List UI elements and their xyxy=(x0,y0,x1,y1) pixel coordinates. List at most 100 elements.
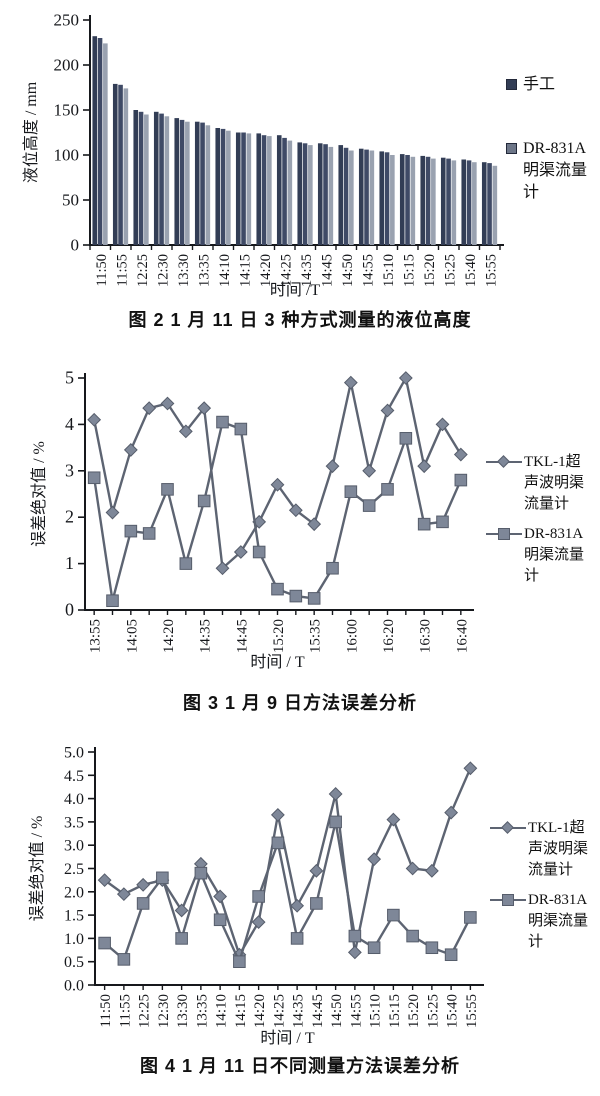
bar xyxy=(194,121,200,245)
bar xyxy=(118,84,123,245)
bar xyxy=(425,156,431,245)
y-tick-label: 4.5 xyxy=(64,768,84,785)
data-point-square xyxy=(387,908,400,922)
y-axis-title: 误差绝对值 / % xyxy=(30,441,48,547)
data-point-diamond xyxy=(290,898,305,913)
y-tick-label: 250 xyxy=(54,11,80,30)
x-tick-label: 14:35 xyxy=(198,619,214,653)
legend-item-tkl1: TKL-1超声波明渠流量计 xyxy=(486,452,598,515)
x-tick-label: 11:55 xyxy=(114,254,130,287)
y-tick-label: 0 xyxy=(71,236,80,255)
data-point-square xyxy=(444,948,458,962)
x-tick-label: 15:15 xyxy=(401,254,417,287)
bar xyxy=(179,119,185,245)
data-point-square xyxy=(329,815,342,829)
x-tick-label: 12:30 xyxy=(155,254,171,287)
data-point-diamond xyxy=(435,417,450,432)
x-axis-title: 时间 /T xyxy=(270,281,320,299)
data-point-square xyxy=(271,582,284,596)
bar xyxy=(323,144,328,245)
bar-swatch-icon xyxy=(506,143,517,154)
line-chart-error-jan9: 0 1 2 3 4 5 误差绝对值 / % 时间 / T 13:55 14:05 14:20 14:3… xyxy=(30,368,474,671)
data-point-square xyxy=(464,911,477,924)
y-tick-label: 0.5 xyxy=(64,954,84,971)
data-point-diamond xyxy=(398,371,413,385)
bar xyxy=(144,114,149,245)
data-point-diamond xyxy=(417,459,432,474)
bar xyxy=(97,38,103,245)
data-point-square xyxy=(213,913,227,927)
bar xyxy=(410,156,416,245)
x-tick-label: 13:35 xyxy=(194,994,210,1028)
data-point-square xyxy=(234,422,248,436)
y-axis-title: 液位高度 / mm xyxy=(22,81,40,183)
data-point-square xyxy=(98,936,111,950)
bar xyxy=(276,135,282,245)
legend-item-dr831a: DR-831A明渠流量计 xyxy=(506,138,598,204)
data-point-diamond xyxy=(424,863,439,878)
x-tick-label: 14:45 xyxy=(310,994,326,1028)
square-line-marker-icon xyxy=(490,894,526,906)
bar xyxy=(185,121,190,245)
data-point-diamond xyxy=(215,561,230,576)
legend-label: TKL-1超声波明渠流量计 xyxy=(528,820,589,878)
data-point-square xyxy=(290,932,304,945)
bar xyxy=(308,145,313,245)
bar xyxy=(215,128,221,245)
data-point-diamond xyxy=(178,424,193,439)
y-tick-label: 2.0 xyxy=(64,884,84,901)
y-tick-label: 2.5 xyxy=(64,861,84,878)
data-point-diamond xyxy=(453,447,468,462)
x-tick-label: 14:20 xyxy=(258,254,274,287)
bar xyxy=(466,160,472,245)
data-point-diamond xyxy=(87,412,102,427)
x-tick-label: 14:45 xyxy=(319,254,335,287)
data-point-square xyxy=(348,929,362,943)
data-point-diamond xyxy=(197,401,212,416)
bar xyxy=(164,116,170,245)
data-point-square xyxy=(362,499,376,512)
bar xyxy=(133,110,139,245)
x-tick-label: 13:35 xyxy=(196,254,212,287)
y-tick-label: 0.0 xyxy=(64,978,84,995)
x-tick-label: 16:20 xyxy=(381,619,397,653)
fig3-legend: TKL-1超声波明渠流量计 DR-831A明渠流量计 xyxy=(486,452,598,596)
data-point-diamond xyxy=(251,915,266,929)
x-tick-label: 15:10 xyxy=(381,254,397,287)
bar xyxy=(138,111,144,245)
x-tick-label: 15:25 xyxy=(442,254,458,287)
data-point-square xyxy=(425,941,439,955)
data-point-square xyxy=(194,866,208,880)
bar xyxy=(153,111,159,245)
x-tick-label: 14:15 xyxy=(233,994,249,1028)
bar xyxy=(297,142,303,245)
x-tick-label: 15:20 xyxy=(422,254,438,287)
bar xyxy=(472,162,477,245)
bar xyxy=(174,118,180,245)
x-tick-label: 14:45 xyxy=(234,619,250,653)
y-tick-label: 3.0 xyxy=(64,838,84,855)
x-tick-label: 14:20 xyxy=(252,994,268,1028)
legend-label: DR-831A明渠流量计 xyxy=(524,526,585,584)
y-tick-label: 1 xyxy=(65,553,74,573)
fig2-legend: 手工 DR-831A明渠流量计 xyxy=(506,74,598,204)
bar xyxy=(379,151,385,245)
bar xyxy=(205,125,211,245)
x-tick-label: 16:00 xyxy=(344,619,360,653)
data-point-diamond xyxy=(160,396,175,411)
data-point-square xyxy=(117,953,131,966)
data-point-square xyxy=(406,929,419,943)
bar xyxy=(399,154,405,245)
x-tick-label: 14:25 xyxy=(271,994,287,1028)
data-point-square xyxy=(216,415,229,429)
bar xyxy=(112,83,118,246)
x-tick-label: 14:50 xyxy=(329,994,345,1028)
data-point-square xyxy=(136,897,150,910)
bar xyxy=(338,145,344,245)
series-line xyxy=(92,420,462,602)
data-point-diamond xyxy=(270,477,285,492)
data-point-square xyxy=(417,517,431,531)
legend-item-dr831a: DR-831A明渠流量计 xyxy=(490,890,600,953)
legend-label: DR-831A明渠流量计 xyxy=(523,140,588,201)
data-point-diamond xyxy=(174,903,189,918)
